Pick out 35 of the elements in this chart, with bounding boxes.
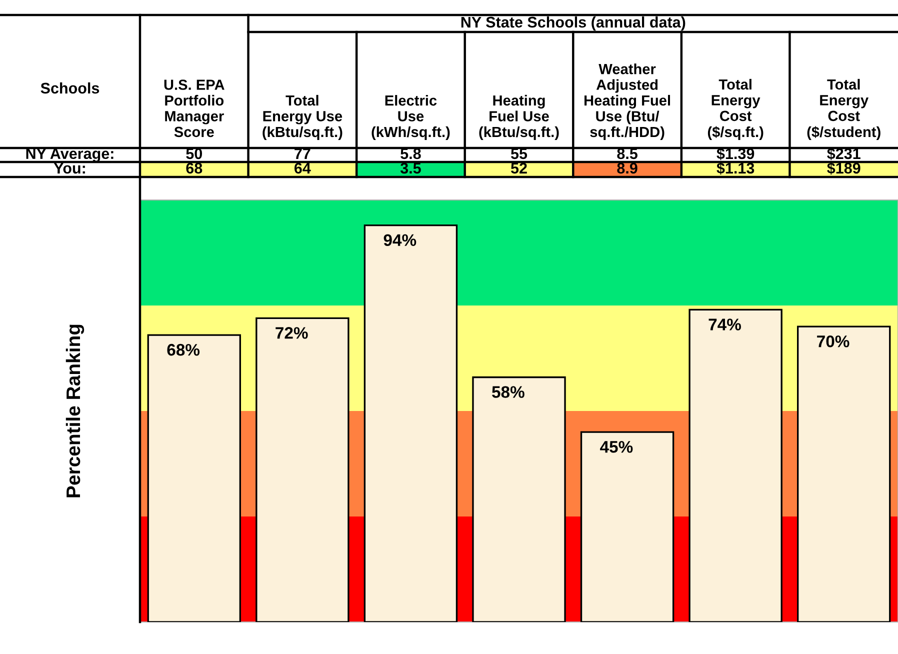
text: NY State Schools (annual data) bbox=[461, 16, 686, 31]
x-tick-label: U.S. EPA Portfolio Manager Score bbox=[164, 80, 224, 138]
text: $231 bbox=[827, 148, 860, 160]
x-tick-label: Electric Use (kWh/sq.ft.) bbox=[372, 94, 450, 140]
bar bbox=[147, 334, 241, 622]
data-label: 72% bbox=[276, 327, 308, 339]
text: $1.13 bbox=[716, 162, 754, 175]
text: Schools bbox=[40, 82, 100, 94]
x-tick-label: Total Energy Cost ($/student) bbox=[807, 78, 880, 140]
x-tick-label: Total Energy Use (kBtu/sq.ft.) bbox=[262, 94, 342, 140]
x-tick-label: Weather Adjusted Heating Fuel Use (Btu/ sq.ft./HDD) bbox=[584, 64, 670, 140]
text: You: bbox=[54, 162, 85, 174]
data-label: 45% bbox=[600, 441, 633, 453]
text: NY Average: bbox=[26, 148, 114, 162]
text: $189 bbox=[827, 162, 860, 175]
text: $1.39 bbox=[716, 148, 754, 160]
bar bbox=[797, 326, 891, 622]
data-label: 94% bbox=[384, 234, 416, 246]
data-label: 70% bbox=[817, 335, 850, 348]
text: 64 bbox=[294, 162, 311, 174]
bar bbox=[580, 431, 674, 622]
x-tick-label: Heating Fuel Use (kBtu/sq.ft.) bbox=[479, 94, 559, 140]
bar bbox=[364, 224, 458, 622]
bar bbox=[472, 376, 566, 622]
bar bbox=[688, 308, 782, 622]
data-label: 68% bbox=[167, 344, 200, 356]
data-label: 74% bbox=[708, 318, 741, 330]
text: 68 bbox=[186, 162, 202, 174]
text: 52 bbox=[510, 162, 527, 174]
x-tick-label: Total Energy Cost ($/sq.ft.) bbox=[708, 78, 764, 140]
text: 3.5 bbox=[400, 162, 421, 174]
bar bbox=[256, 317, 350, 622]
data-label: 58% bbox=[492, 386, 524, 398]
y-axis-title: Percentile Ranking bbox=[66, 324, 84, 498]
text: 8.9 bbox=[617, 162, 638, 174]
